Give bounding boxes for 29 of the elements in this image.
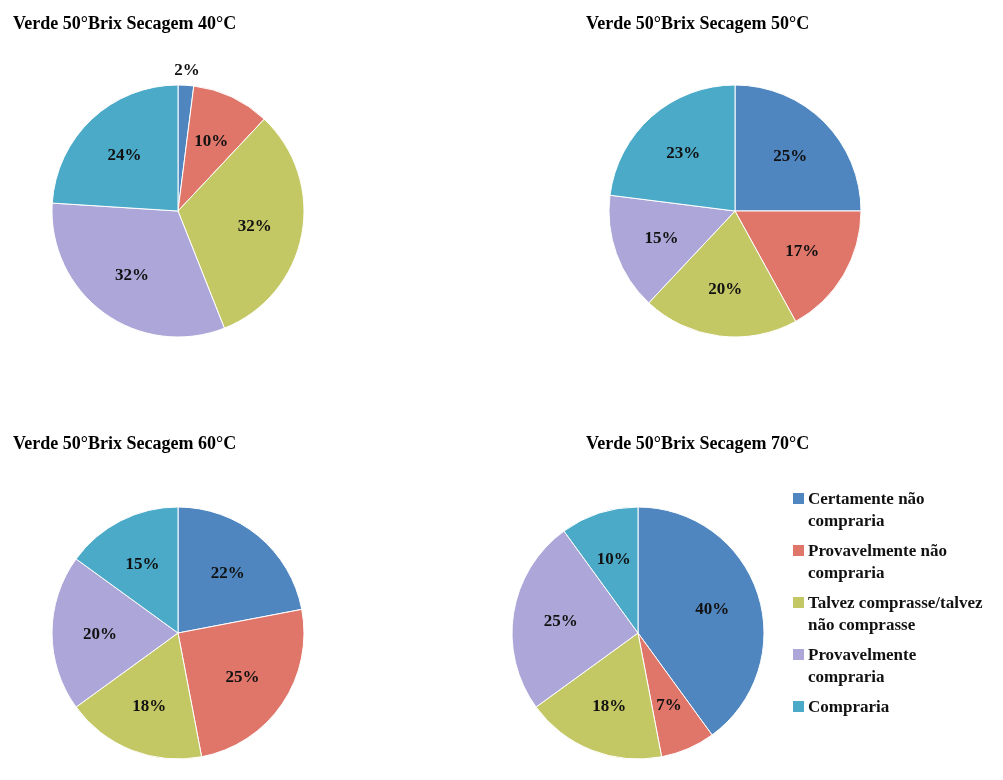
data-label: 10% xyxy=(194,130,229,150)
data-label: 25% xyxy=(773,146,808,166)
legend-label: Compraria xyxy=(808,696,890,718)
data-label: 17% xyxy=(785,241,820,261)
data-label: 24% xyxy=(107,144,142,164)
legend-label: Certamente não compraria xyxy=(808,488,926,532)
data-label: 20% xyxy=(82,623,117,643)
data-label: 15% xyxy=(644,227,679,247)
data-label: 20% xyxy=(708,279,743,298)
data-label: 18% xyxy=(592,696,627,716)
data-label: 18% xyxy=(132,696,167,716)
legend-label: Provavelmente não compraria xyxy=(808,540,948,584)
data-label: 32% xyxy=(237,216,272,236)
chart-title: Verde 50°Brix Secagem 70°C xyxy=(586,433,810,454)
legend-label: Provavelmente compraria xyxy=(808,644,918,688)
data-label: 32% xyxy=(115,264,150,284)
legend-label: Talvez comprasse/talvez não comprasse xyxy=(808,592,984,636)
data-label: 10% xyxy=(596,549,631,569)
data-label: 25% xyxy=(543,611,578,631)
data-label: 23% xyxy=(666,142,701,162)
data-label: 7% xyxy=(656,695,682,715)
data-label: 25% xyxy=(225,667,260,687)
chart-title: Verde 50°Brix Secagem 40°C xyxy=(13,13,237,34)
data-label: 22% xyxy=(210,563,245,583)
data-label: 2% xyxy=(174,59,200,79)
chart-title: Verde 50°Brix Secagem 60°C xyxy=(13,433,237,454)
chart-title: Verde 50°Brix Secagem 50°C xyxy=(586,13,810,34)
data-label: 40% xyxy=(695,599,730,619)
data-label: 15% xyxy=(125,553,160,573)
